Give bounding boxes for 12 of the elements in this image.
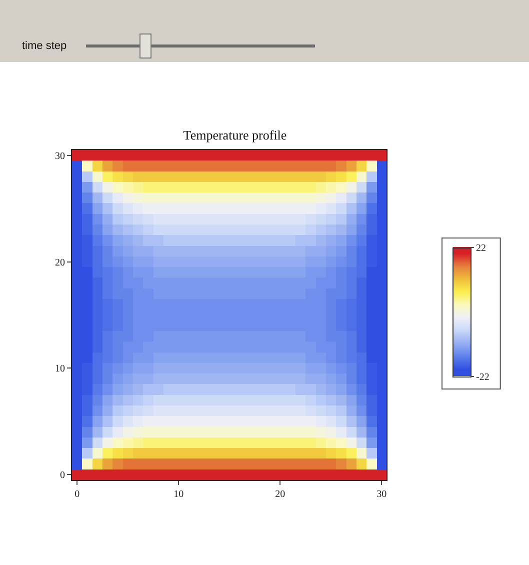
text: time step bbox=[22, 40, 67, 52]
y-tick-label: 10 bbox=[55, 364, 65, 375]
chart-title: Temperature profile bbox=[183, 128, 287, 143]
x-tick-label: 0 bbox=[74, 489, 80, 500]
y-tick-label: 30 bbox=[55, 150, 65, 162]
color-bar-label: 22 bbox=[476, 243, 486, 254]
y-tick-label: 0 bbox=[60, 470, 65, 482]
x-tick-label: 10 bbox=[174, 489, 184, 500]
y-tick-label: 20 bbox=[55, 257, 65, 268]
color-bar-label: -22 bbox=[476, 372, 490, 383]
x-tick-label: 20 bbox=[275, 489, 286, 500]
x-tick-label: 30 bbox=[376, 489, 387, 500]
